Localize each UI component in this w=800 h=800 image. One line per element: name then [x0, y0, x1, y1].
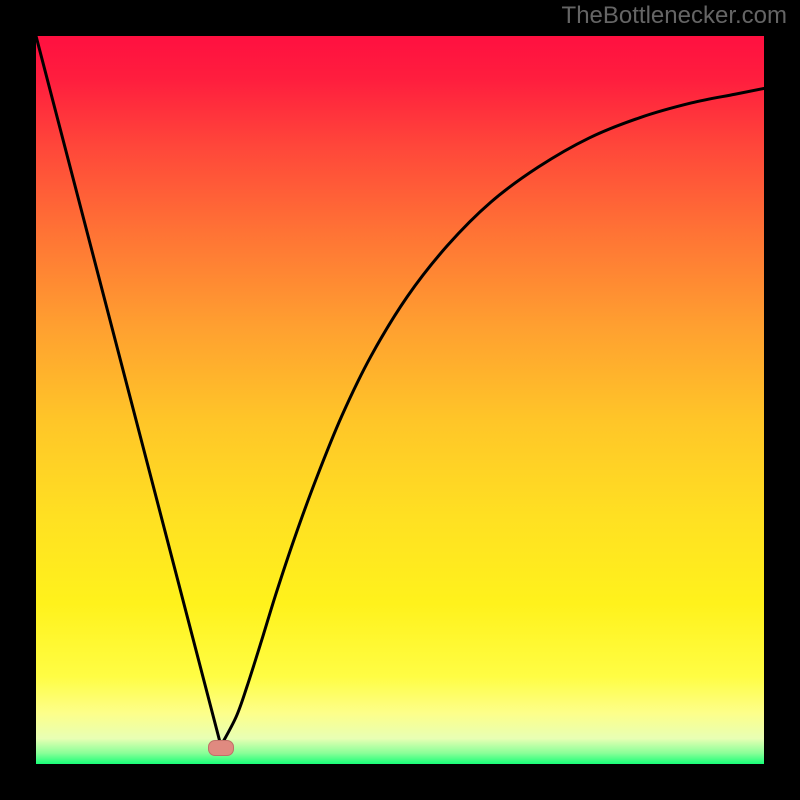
plot-area: [36, 36, 764, 764]
watermark-text: TheBottlenecker.com: [562, 2, 787, 30]
chart-stage: TheBottlenecker.com: [0, 0, 800, 800]
